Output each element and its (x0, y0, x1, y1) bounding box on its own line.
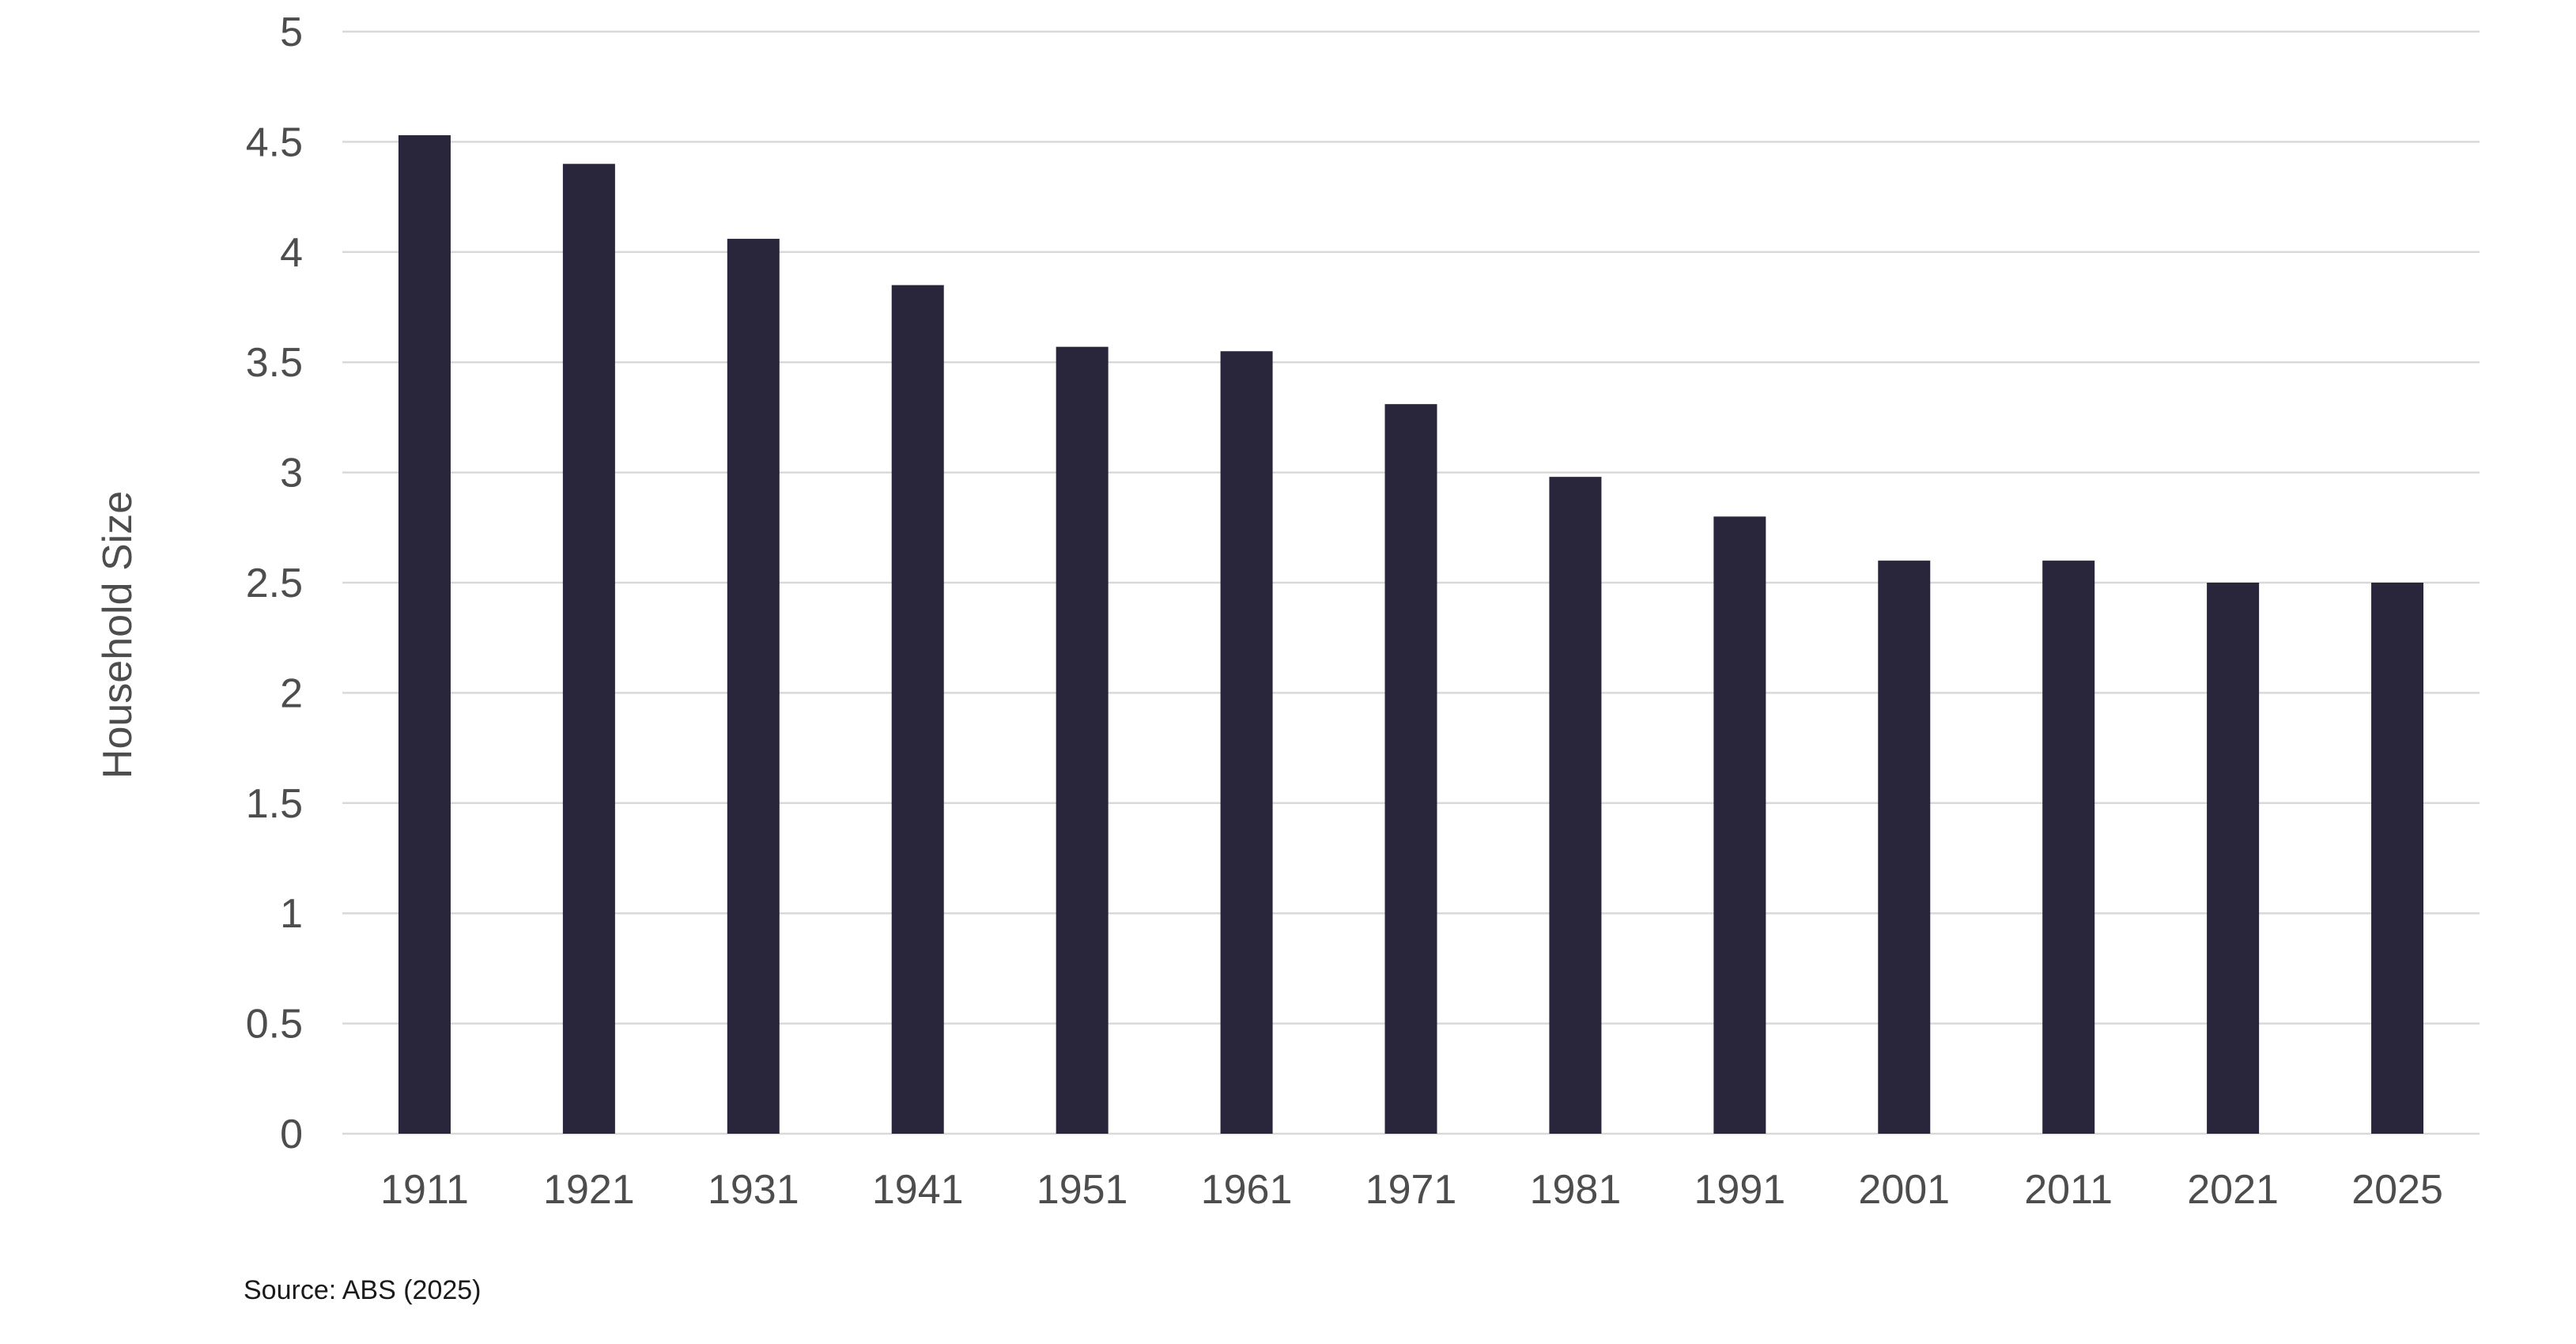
y-tick-label: 3.5 (246, 340, 303, 386)
x-tick-label: 2025 (2351, 1167, 2443, 1213)
y-axis-ticks: 0 0.5 1 1.5 2 2.5 3 3.5 4 4.5 5 (246, 9, 303, 1157)
x-tick-label: 1941 (872, 1167, 964, 1213)
bar-1941 (891, 285, 944, 1134)
bar-1921 (562, 164, 615, 1134)
x-tick-label: 1971 (1365, 1167, 1457, 1213)
x-tick-label: 2021 (2187, 1167, 2279, 1213)
y-tick-label: 3 (280, 451, 303, 496)
y-tick-label: 0 (280, 1112, 303, 1157)
y-tick-label: 2.5 (246, 561, 303, 606)
bar-1991 (1713, 516, 1766, 1134)
bar-2001 (1878, 561, 1931, 1134)
x-tick-label: 2011 (2024, 1167, 2113, 1213)
y-tick-label: 1 (280, 891, 303, 937)
bar-1951 (1056, 346, 1109, 1134)
bar-1981 (1549, 477, 1602, 1134)
x-tick-label: 1931 (708, 1167, 799, 1213)
x-tick-label: 2001 (1858, 1167, 1950, 1213)
y-tick-label: 0.5 (246, 1002, 303, 1048)
bar-2021 (2207, 583, 2260, 1134)
y-tick-label: 4 (280, 230, 303, 276)
bar-1911 (398, 135, 451, 1134)
x-tick-label: 1961 (1201, 1167, 1293, 1213)
x-tick-label: 1981 (1530, 1167, 1622, 1213)
x-tick-label: 1921 (543, 1167, 635, 1213)
y-tick-label: 1.5 (246, 781, 303, 827)
bar-1971 (1384, 404, 1437, 1134)
x-tick-label: 1911 (380, 1167, 469, 1213)
y-tick-label: 5 (280, 9, 303, 55)
source-note: Source: ABS (2025) (244, 1275, 482, 1305)
x-axis-ticks: 1911 1921 1931 1941 1951 1961 1971 1981 1991 2001… (380, 1167, 2443, 1213)
y-tick-label: 2 (280, 670, 303, 716)
bar-1931 (727, 239, 780, 1134)
bar-2011 (2042, 561, 2095, 1134)
x-tick-label: 1991 (1694, 1167, 1786, 1213)
bars (398, 135, 2424, 1134)
bar-2025 (2371, 583, 2424, 1134)
x-tick-label: 1951 (1037, 1167, 1128, 1213)
bar-1961 (1220, 351, 1273, 1134)
y-tick-label: 4.5 (246, 119, 303, 165)
y-axis-title: Household Size (95, 491, 141, 779)
